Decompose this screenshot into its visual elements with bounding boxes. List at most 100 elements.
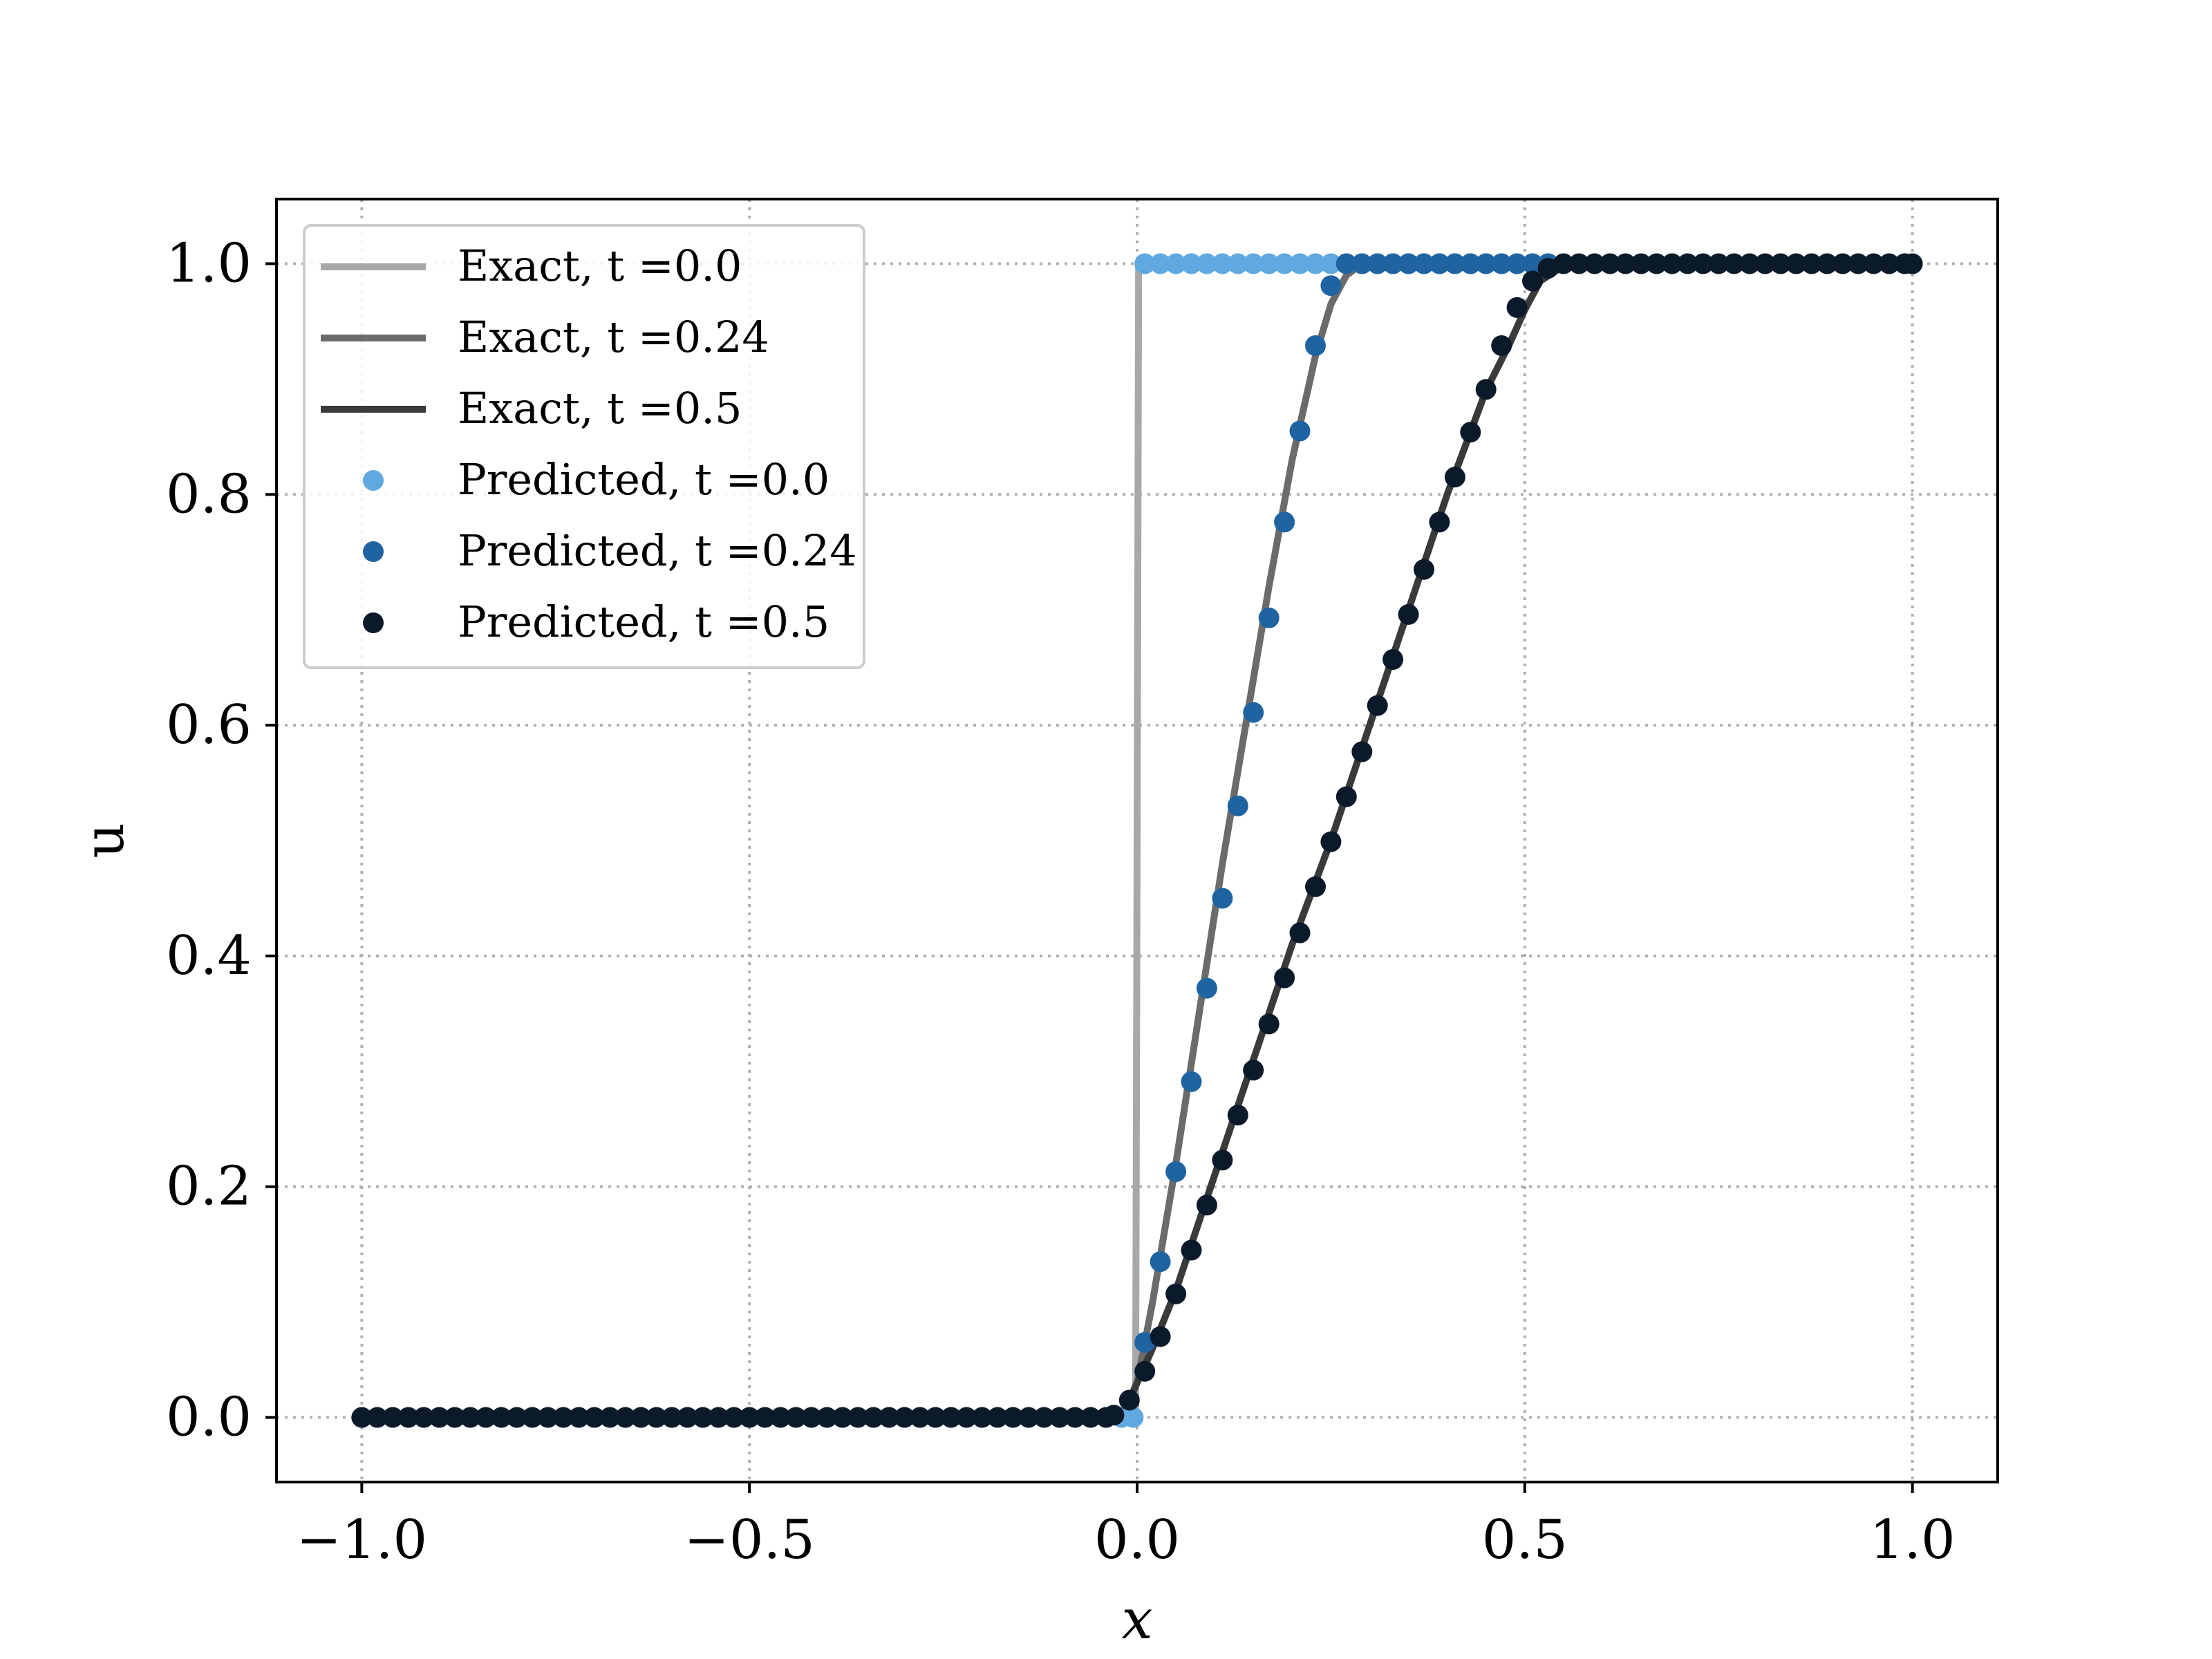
predicted-point — [1150, 1251, 1171, 1273]
predicted-point — [1320, 275, 1342, 297]
predicted-point — [1367, 695, 1388, 716]
predicted-point — [1708, 253, 1730, 274]
predicted-point — [1832, 253, 1853, 274]
predicted-point — [1429, 512, 1450, 533]
predicted-point — [1289, 922, 1311, 944]
predicted-point — [1150, 1326, 1171, 1347]
legend-point-swatch — [363, 612, 384, 633]
predicted-point — [444, 1407, 465, 1428]
predicted-point — [1692, 253, 1714, 274]
predicted-point — [1615, 253, 1636, 274]
predicted-point — [1646, 253, 1667, 274]
predicted-point — [1506, 253, 1528, 274]
predicted-point — [1196, 1194, 1217, 1216]
predicted-point — [1049, 1407, 1070, 1428]
predicted-point — [1863, 253, 1884, 274]
predicted-point — [522, 1407, 543, 1428]
predicted-point — [800, 1407, 822, 1428]
predicted-point — [366, 1407, 388, 1428]
legend-label: Exact, t =0.24 — [458, 312, 769, 362]
predicted-point — [1181, 1239, 1202, 1261]
predicted-point — [1335, 786, 1357, 807]
predicted-point — [1398, 253, 1419, 274]
predicted-point — [940, 1407, 962, 1428]
predicted-point — [1522, 253, 1543, 274]
predicted-point — [1243, 702, 1264, 723]
predicted-point — [879, 1407, 900, 1428]
predicted-point — [382, 1407, 404, 1428]
predicted-point — [1212, 888, 1233, 909]
predicted-point — [1522, 270, 1543, 292]
predicted-point — [1103, 1405, 1125, 1426]
predicted-point — [630, 1407, 652, 1428]
predicted-point — [429, 1407, 450, 1428]
predicted-point — [475, 1407, 496, 1428]
predicted-point — [1033, 1407, 1055, 1428]
predicted-point — [1002, 1407, 1024, 1428]
predicted-point — [1080, 1407, 1101, 1428]
predicted-point — [708, 1407, 729, 1428]
predicted-point — [987, 1407, 1009, 1428]
y-tick-label: 0.4 — [166, 925, 252, 987]
predicted-point — [1134, 253, 1156, 274]
predicted-point — [1018, 1407, 1039, 1428]
predicted-point — [1227, 795, 1248, 816]
legend-label: Predicted, t =0.24 — [458, 525, 857, 576]
predicted-point — [1677, 253, 1698, 274]
predicted-point — [583, 1407, 605, 1428]
predicted-point — [863, 1407, 884, 1428]
predicted-point — [1243, 253, 1264, 274]
predicted-point — [1274, 967, 1295, 988]
predicted-point — [351, 1407, 373, 1428]
x-tick-label: 0.5 — [1482, 1509, 1568, 1571]
predicted-point — [1770, 253, 1791, 274]
predicted-point — [847, 1407, 869, 1428]
predicted-point — [1243, 1060, 1264, 1081]
predicted-point — [971, 1407, 993, 1428]
predicted-point — [1212, 253, 1233, 274]
predicted-point — [1258, 253, 1280, 274]
predicted-point — [785, 1407, 807, 1428]
legend: Exact, t =0.0 Exact, t =0.24 Exact, t =0.5… — [303, 224, 865, 669]
predicted-point — [460, 1407, 481, 1428]
legend-point-swatch — [363, 470, 384, 491]
predicted-point — [1123, 1407, 1144, 1428]
predicted-point — [1444, 253, 1465, 274]
predicted-point — [1258, 607, 1280, 628]
predicted-point — [692, 1407, 713, 1428]
predicted-point — [1817, 253, 1838, 274]
predicted-point — [1584, 253, 1605, 274]
predicted-point — [1754, 253, 1776, 274]
predicted-point — [1305, 876, 1326, 897]
predicted-point — [770, 1407, 791, 1428]
predicted-point — [1351, 253, 1373, 274]
x-axis-label: x — [1121, 1587, 1152, 1651]
predicted-point — [1165, 253, 1187, 274]
predicted-point — [1414, 253, 1434, 274]
predicted-point — [1739, 253, 1761, 274]
y-tick-label: 0.6 — [166, 694, 252, 756]
predicted-point — [1274, 512, 1295, 533]
predicted-point — [615, 1407, 636, 1428]
predicted-point — [1150, 253, 1171, 274]
predicted-point — [1196, 977, 1217, 999]
predicted-point — [1414, 559, 1434, 580]
y-axis-label: u — [72, 823, 136, 859]
predicted-point — [1227, 253, 1248, 274]
predicted-point — [1382, 253, 1404, 274]
predicted-point — [1367, 253, 1388, 274]
predicted-point — [1289, 420, 1311, 442]
predicted-points — [351, 253, 1923, 1428]
legend-label: Predicted, t =0.5 — [458, 597, 830, 647]
x-tick-label: −0.5 — [684, 1509, 814, 1571]
predicted-point — [553, 1407, 574, 1428]
predicted-point — [1212, 1150, 1233, 1171]
x-tick-label: 0.0 — [1094, 1509, 1180, 1571]
predicted-point — [1460, 422, 1481, 443]
predicted-point — [723, 1407, 744, 1428]
predicted-point — [413, 1407, 435, 1428]
predicted-point — [1661, 253, 1683, 274]
predicted-point — [1274, 253, 1295, 274]
predicted-point — [1879, 253, 1900, 274]
predicted-point — [1475, 253, 1497, 274]
